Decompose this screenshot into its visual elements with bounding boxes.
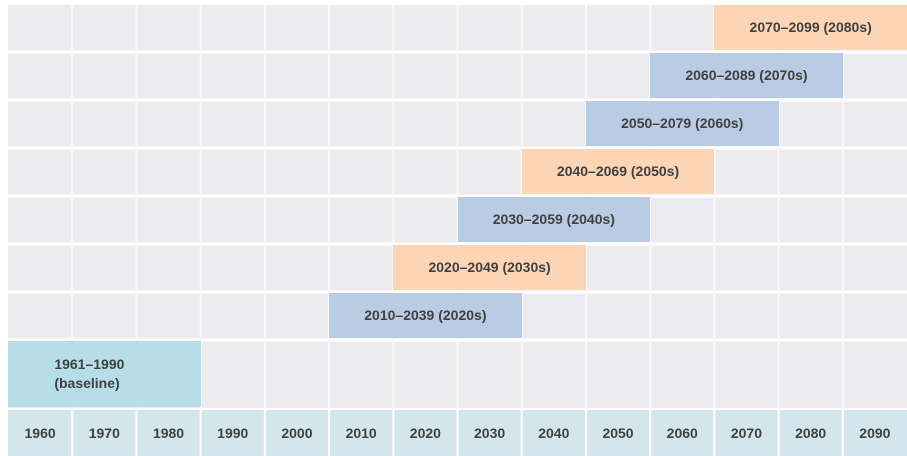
bar: 2070–2099 (2080s) [714,5,907,50]
bar: 2060–2089 (2070s) [650,53,843,98]
bar: 2020–2049 (2030s) [393,245,586,290]
bar: 2010–2039 (2020s) [329,293,522,338]
x-tick-label: 2040 [538,425,570,441]
bar-label: 1961–1990 (baseline) [54,356,125,391]
bar: 1961–1990 (baseline) [8,341,201,407]
bar: 2040–2069 (2050s) [521,149,715,194]
bar-label: 2030–2059 (2040s) [492,211,615,227]
bar-label: 2020–2049 (2030s) [428,259,551,275]
x-tick-label: 1980 [152,425,185,441]
bar-label: 2060–2089 (2070s) [685,67,808,83]
x-tick-label: 1960 [24,425,56,441]
bar: 2050–2079 (2060s) [585,101,779,146]
x-tick-label: 2050 [602,425,634,441]
x-tick-label: 2010 [345,425,377,441]
x-tick-label: 2080 [795,425,827,441]
x-tick-label: 2000 [281,425,313,441]
bar-label: 2010–2039 (2020s) [364,307,487,323]
bar: 2030–2059 (2040s) [457,197,651,242]
x-tick-label: 2070 [730,425,763,441]
x-tick-label: 2090 [859,425,891,441]
x-tick-label: 2060 [666,425,698,441]
bar-label: 2070–2099 (2080s) [749,19,872,35]
bar-label: 2050–2079 (2060s) [621,115,744,131]
x-tick-label: 1990 [217,425,249,441]
x-tick-label: 1970 [88,425,120,441]
x-tick-label: 2030 [474,425,506,441]
x-tick-label: 2020 [409,425,441,441]
bar-label: 2040–2069 (2050s) [556,163,680,179]
